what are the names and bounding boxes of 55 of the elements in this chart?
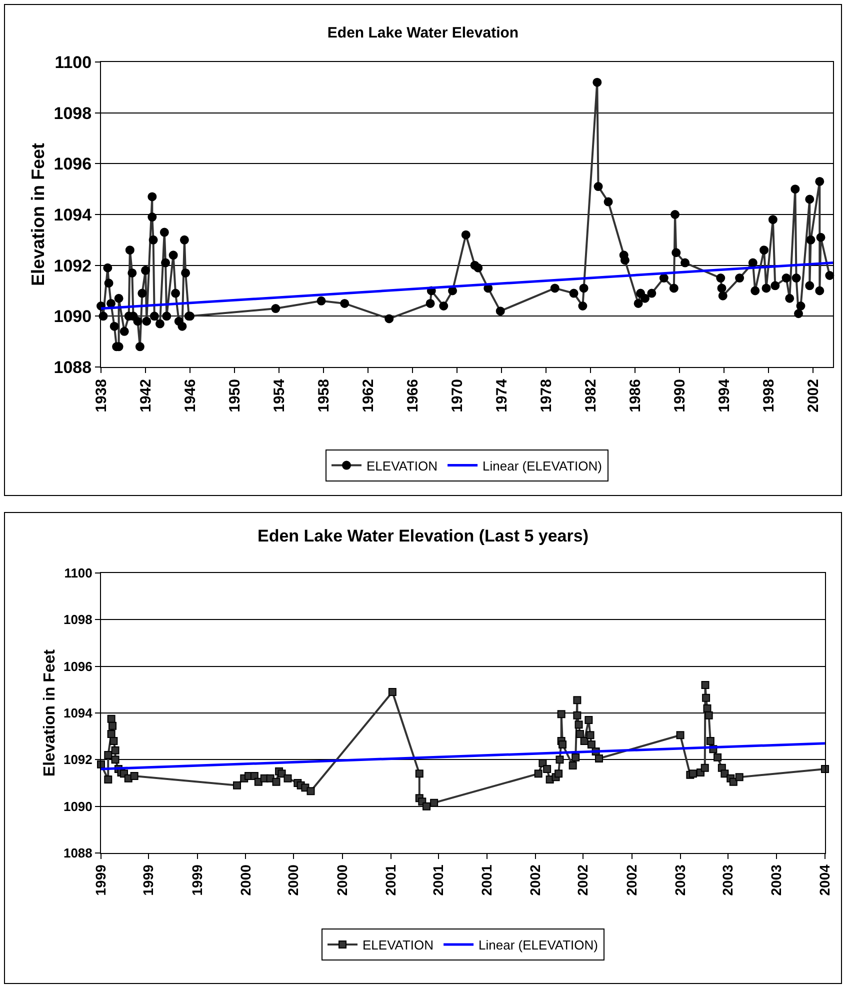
- x-tick-label: 2001: [478, 864, 495, 896]
- x-tick-label: 1999: [188, 864, 205, 896]
- y-tick-label: 1096: [63, 658, 92, 674]
- x-tick-label: 1950: [226, 379, 244, 412]
- x-tick-label: 1974: [493, 378, 510, 412]
- x-tick-label: 1982: [582, 379, 600, 412]
- x-tick-label: 2003: [768, 864, 784, 896]
- legend-label: Linear (ELEVATION): [478, 938, 598, 953]
- x-tick-label: 1999: [92, 864, 109, 896]
- x-tick-label: 1942: [137, 379, 154, 412]
- y-tick-label: 1096: [54, 154, 92, 174]
- chart-title: Eden Lake Water Elevation: [327, 24, 519, 42]
- chart-title: Eden Lake Water Elevation (Last 5 years): [258, 526, 588, 546]
- y-tick-label: 1094: [63, 706, 94, 721]
- x-tick-label: 2003: [719, 864, 736, 896]
- x-tick-label: 1999: [140, 864, 156, 896]
- x-tick-label: 1958: [315, 379, 332, 412]
- x-tick-label: 1966: [404, 379, 422, 412]
- y-tick-label: 1098: [54, 104, 92, 123]
- x-tick-label: 2001: [382, 864, 398, 896]
- x-tick-label: 2004: [816, 864, 833, 896]
- legend-label: ELEVATION: [366, 458, 438, 474]
- x-tick-label: 1962: [360, 379, 377, 412]
- x-tick-label: 1978: [538, 379, 555, 412]
- y-tick-label: 1090: [54, 307, 92, 326]
- y-axis-title: Elevation in Feet: [41, 648, 58, 777]
- x-tick-label: 2000: [285, 864, 302, 896]
- x-tick-label: 1954: [270, 378, 288, 412]
- x-tick-label: 2002: [623, 864, 640, 896]
- x-tick-label: 1938: [92, 379, 110, 412]
- legend-label: ELEVATION: [362, 938, 434, 953]
- x-tick-label: 2002: [574, 864, 591, 896]
- legend-label: Linear (ELEVATION): [482, 458, 602, 474]
- y-tick-label: 1100: [54, 52, 92, 72]
- x-tick-label: 2002: [527, 864, 544, 896]
- x-tick-label: 2003: [672, 864, 688, 896]
- x-tick-label: 2000: [237, 864, 254, 896]
- x-tick-label: 1986: [626, 379, 644, 412]
- y-tick-label: 1088: [63, 846, 92, 861]
- x-tick-label: 1994: [716, 378, 733, 412]
- y-tick-label: 1100: [64, 566, 92, 581]
- y-tick-label: 1098: [63, 612, 92, 628]
- y-axis-title: Elevation in Feet: [28, 142, 48, 286]
- x-tick-label: 1946: [182, 379, 199, 412]
- y-tick-label: 1092: [63, 752, 92, 768]
- x-tick-label: 2002: [804, 379, 822, 412]
- x-tick-label: 2001: [430, 864, 446, 896]
- y-tick-label: 1094: [54, 205, 92, 224]
- x-tick-label: 1970: [448, 379, 466, 412]
- y-tick-label: 1088: [54, 358, 92, 377]
- y-tick-label: 1092: [54, 256, 92, 276]
- x-tick-label: 1998: [760, 379, 778, 412]
- x-tick-label: 2000: [334, 864, 350, 896]
- x-tick-label: 1990: [671, 379, 688, 412]
- y-tick-label: 1090: [63, 798, 92, 814]
